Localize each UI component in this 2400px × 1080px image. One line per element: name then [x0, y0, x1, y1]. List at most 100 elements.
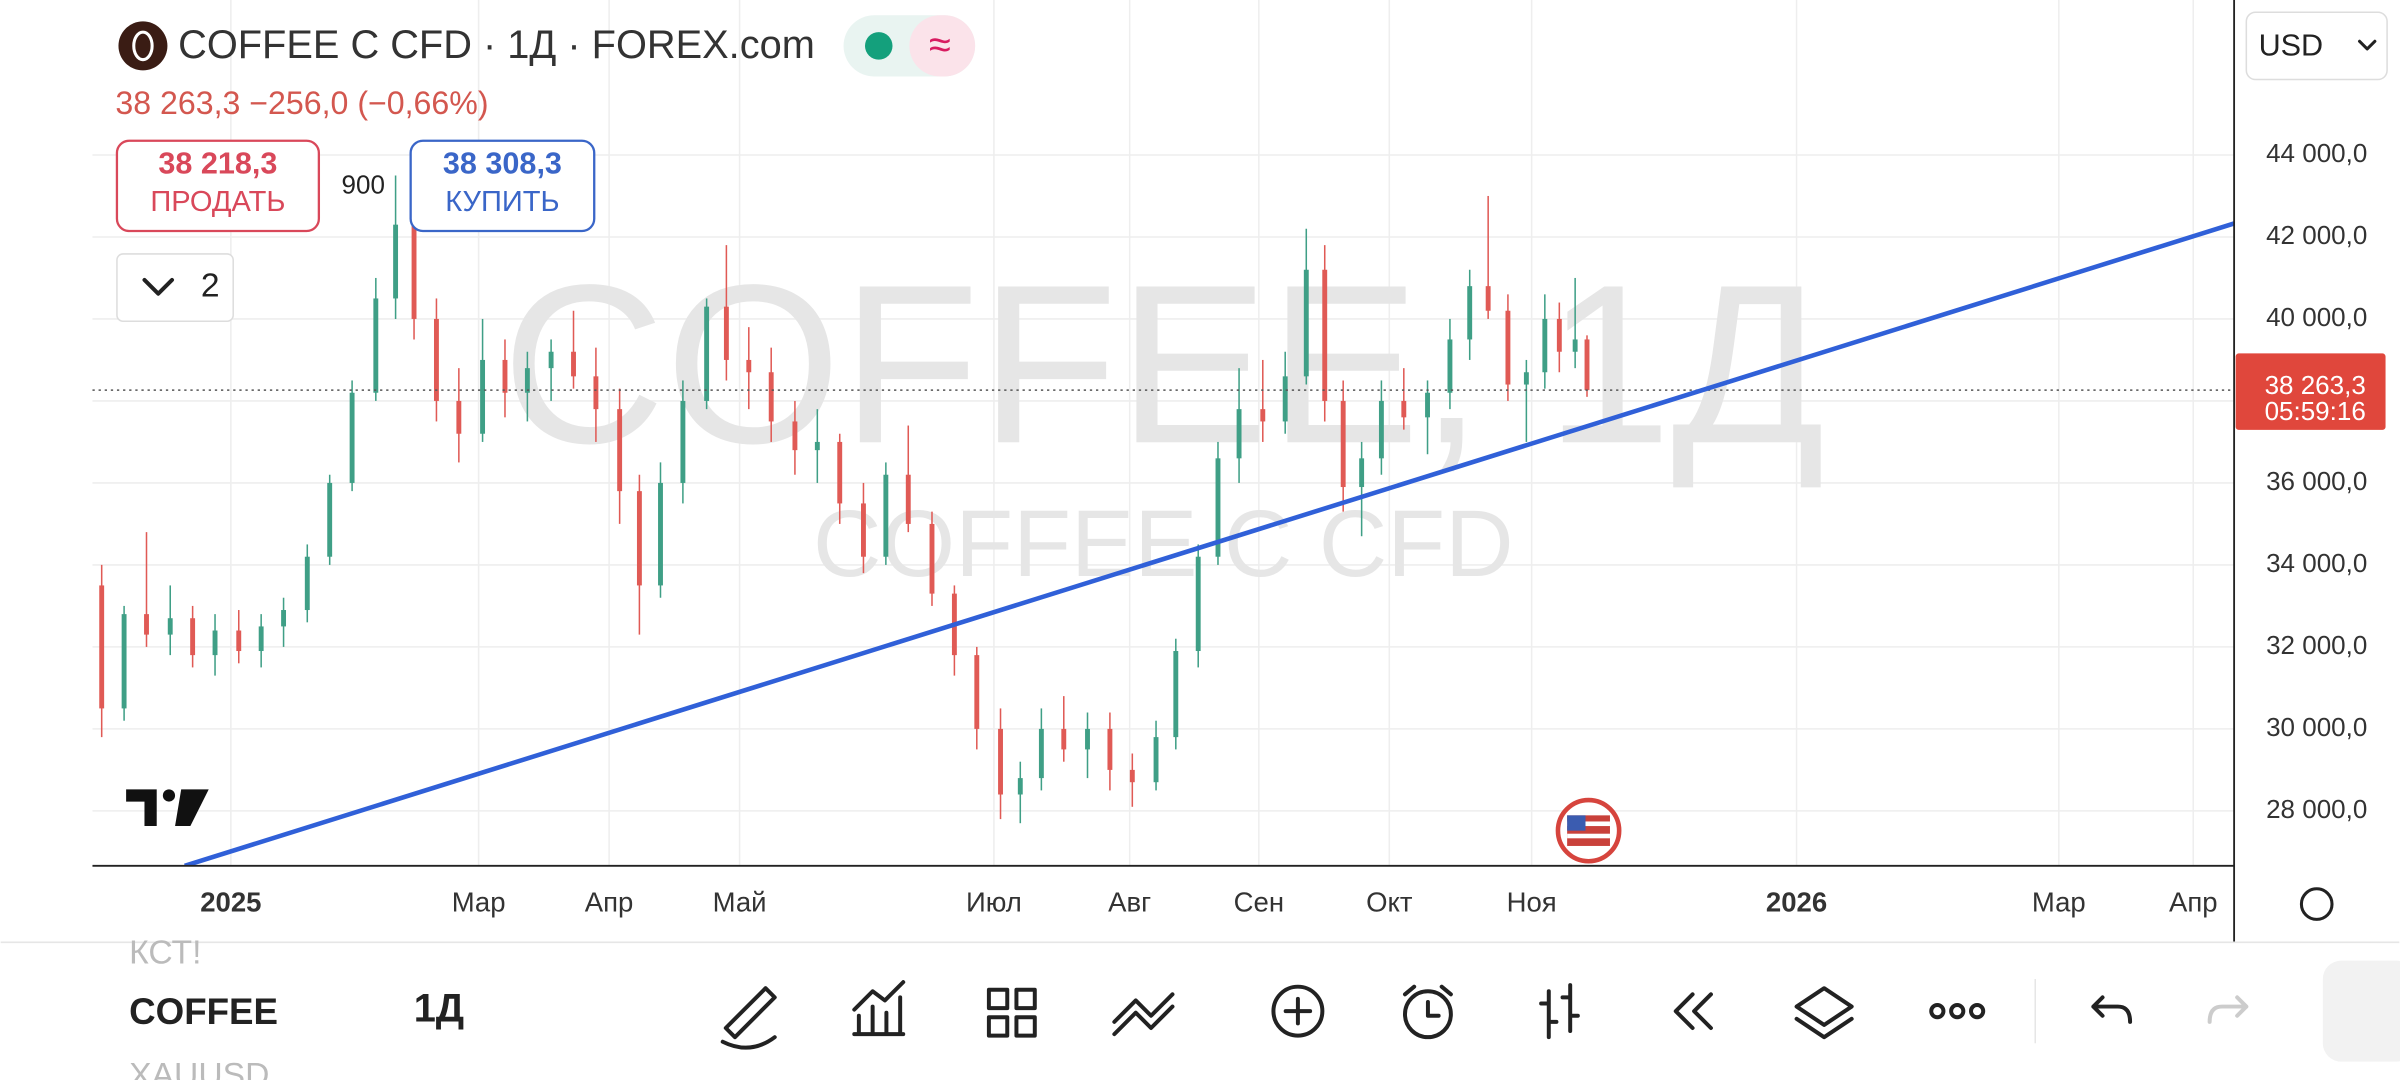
candle-body	[456, 400, 462, 434]
candle-body	[837, 441, 843, 504]
delay-icon: ≈	[929, 23, 951, 67]
candle-body	[258, 626, 264, 652]
candle-body	[1061, 728, 1067, 750]
candle-body	[1236, 409, 1242, 459]
candle-body	[1153, 737, 1159, 783]
status-pill-right	[909, 15, 976, 77]
y-tick-label: 34 000,0	[2266, 548, 2367, 578]
watermark-sub: COFFEE C CFD	[813, 491, 1514, 597]
chart-title[interactable]: COFFEE C CFD · 1Д · FOREX.com	[178, 23, 815, 67]
candle-body	[1195, 556, 1201, 652]
logo	[126, 789, 209, 827]
candle-body	[212, 630, 218, 656]
y-tick-label: 30 000,0	[2266, 712, 2367, 742]
more[interactable]	[1929, 1003, 1946, 1020]
sell-button[interactable]	[115, 139, 321, 233]
candle-body	[571, 351, 576, 377]
candle-body	[723, 306, 729, 360]
next-symbol[interactable]: XAUUSD	[129, 1057, 269, 1080]
candle-body	[1129, 769, 1135, 783]
candle-body	[1173, 651, 1179, 738]
toolbar-icons	[720, 960, 2400, 1062]
market-open-dot	[864, 32, 893, 60]
dot	[1949, 1003, 1966, 1020]
bean	[132, 30, 154, 62]
flag-canton	[1567, 815, 1586, 831]
indicator-count: 2	[201, 267, 220, 304]
prev-symbol[interactable]: КСТ!	[129, 934, 201, 971]
chevron	[2358, 39, 2377, 51]
candle-body	[1425, 392, 1430, 418]
bar-type[interactable]	[1539, 983, 1580, 1040]
candle-body	[746, 359, 752, 373]
indicators[interactable]	[852, 980, 906, 1037]
candle-body	[1485, 286, 1491, 311]
plot	[92, 175, 2235, 866]
x-tick-label: Мар	[452, 886, 506, 917]
trendline	[184, 221, 2235, 866]
candle-body	[144, 614, 149, 635]
candle-body	[1107, 728, 1113, 770]
x-tick-label: Сен	[1234, 886, 1284, 917]
interval[interactable]: 1Д	[414, 987, 464, 1031]
candle-body	[1401, 400, 1407, 418]
undo[interactable]	[2091, 995, 2133, 1024]
candle-body	[704, 306, 710, 401]
x-tick-label: Июл	[966, 886, 1022, 917]
symbol[interactable]: COFFEE	[129, 991, 278, 1032]
currency: USD	[2259, 29, 2324, 63]
layers[interactable]	[1794, 986, 1854, 1040]
candle-body	[1584, 339, 1590, 391]
candle-body	[1038, 728, 1044, 779]
indicators-toggle[interactable]	[116, 253, 234, 323]
candle-body	[524, 368, 530, 393]
x-tick-label: Апр	[2169, 886, 2218, 917]
quote: 38 263,3 −256,0 (−0,66%)	[115, 85, 488, 121]
last-price-box	[2235, 353, 2386, 430]
candle-body	[393, 224, 399, 299]
candle-body	[680, 400, 686, 483]
candle-body	[1340, 400, 1346, 488]
flag-stripe	[1567, 833, 1610, 839]
candle-body	[593, 376, 599, 410]
watermark: COFFEE, 1Д COFFEE C CFD	[502, 237, 1825, 597]
candle-body	[1467, 286, 1473, 340]
candle-body	[548, 351, 554, 369]
fullscreen[interactable]	[2322, 960, 2400, 1062]
candle-body	[1359, 458, 1365, 488]
buy-label: КУПИТЬ	[445, 186, 559, 218]
x-tick-label: Авг	[1108, 886, 1151, 917]
axis-labels: 28 000,0 30 000,0 32 000,0 34 000,0 36 000,0…	[200, 138, 2386, 917]
candle-body	[480, 359, 486, 434]
candle-body	[281, 610, 287, 627]
candle-body	[998, 728, 1003, 795]
symbol-icon[interactable]	[118, 21, 168, 71]
templates[interactable]	[986, 987, 1037, 1038]
candle-body	[636, 491, 642, 586]
y-tick-label: 42 000,0	[2266, 220, 2367, 250]
y-tick-label: 28 000,0	[2266, 794, 2367, 824]
redo[interactable]	[2207, 995, 2249, 1024]
currency-select[interactable]	[2245, 11, 2388, 81]
alert[interactable]	[1402, 989, 1453, 1040]
settings[interactable]	[2299, 887, 2334, 921]
candle-body	[1260, 409, 1266, 422]
candle-body	[304, 556, 310, 611]
candle-body	[349, 392, 355, 483]
y-tick-label: 44 000,0	[2266, 138, 2367, 168]
buy-button[interactable]	[409, 139, 596, 233]
candle-body	[1322, 269, 1328, 401]
compare[interactable]	[1112, 992, 1175, 1037]
candle-body	[1282, 376, 1288, 422]
draw-tool[interactable]	[720, 986, 777, 1050]
y-tick-label: 40 000,0	[2266, 302, 2367, 332]
candle-body	[1523, 372, 1529, 385]
add[interactable]	[1271, 984, 1325, 1038]
watermark-main: COFFEE, 1Д	[502, 237, 1825, 490]
candle-body	[617, 409, 623, 492]
candle-body	[327, 482, 333, 557]
replay[interactable]	[1673, 992, 1713, 1030]
x-tick-label: 2026	[1766, 886, 1827, 917]
